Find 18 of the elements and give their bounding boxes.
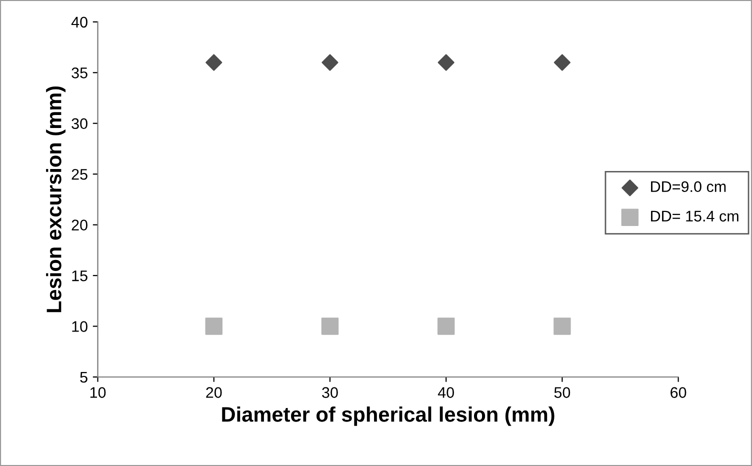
y-axis-title: Lesion excursion (mm) <box>46 86 66 312</box>
x-tick-label: 30 <box>322 387 338 398</box>
y-tick-label: 10 <box>72 321 88 332</box>
y-tick-label: 20 <box>72 220 88 230</box>
y-tick-label: 30 <box>72 118 88 130</box>
x-axis-title: Diameter of spherical lesion (mm) <box>222 406 554 426</box>
y-tick-label: 15 <box>72 270 88 282</box>
y-tick-label: 35 <box>72 67 88 78</box>
y-tick-label: 40 <box>71 16 88 28</box>
x-tick-label: 10 <box>90 387 106 398</box>
x-tick-label: 20 <box>206 387 222 398</box>
y-tick-label: 5 <box>80 372 88 383</box>
x-tick-label: 40 <box>438 387 454 398</box>
x-tick-label: 60 <box>670 387 686 398</box>
x-tick-label: 50 <box>554 387 570 398</box>
legend-label: DD=9.0 cm <box>651 181 726 192</box>
y-tick-label: 25 <box>72 168 88 180</box>
legend-label: DD= 15.4 cm <box>651 210 738 222</box>
